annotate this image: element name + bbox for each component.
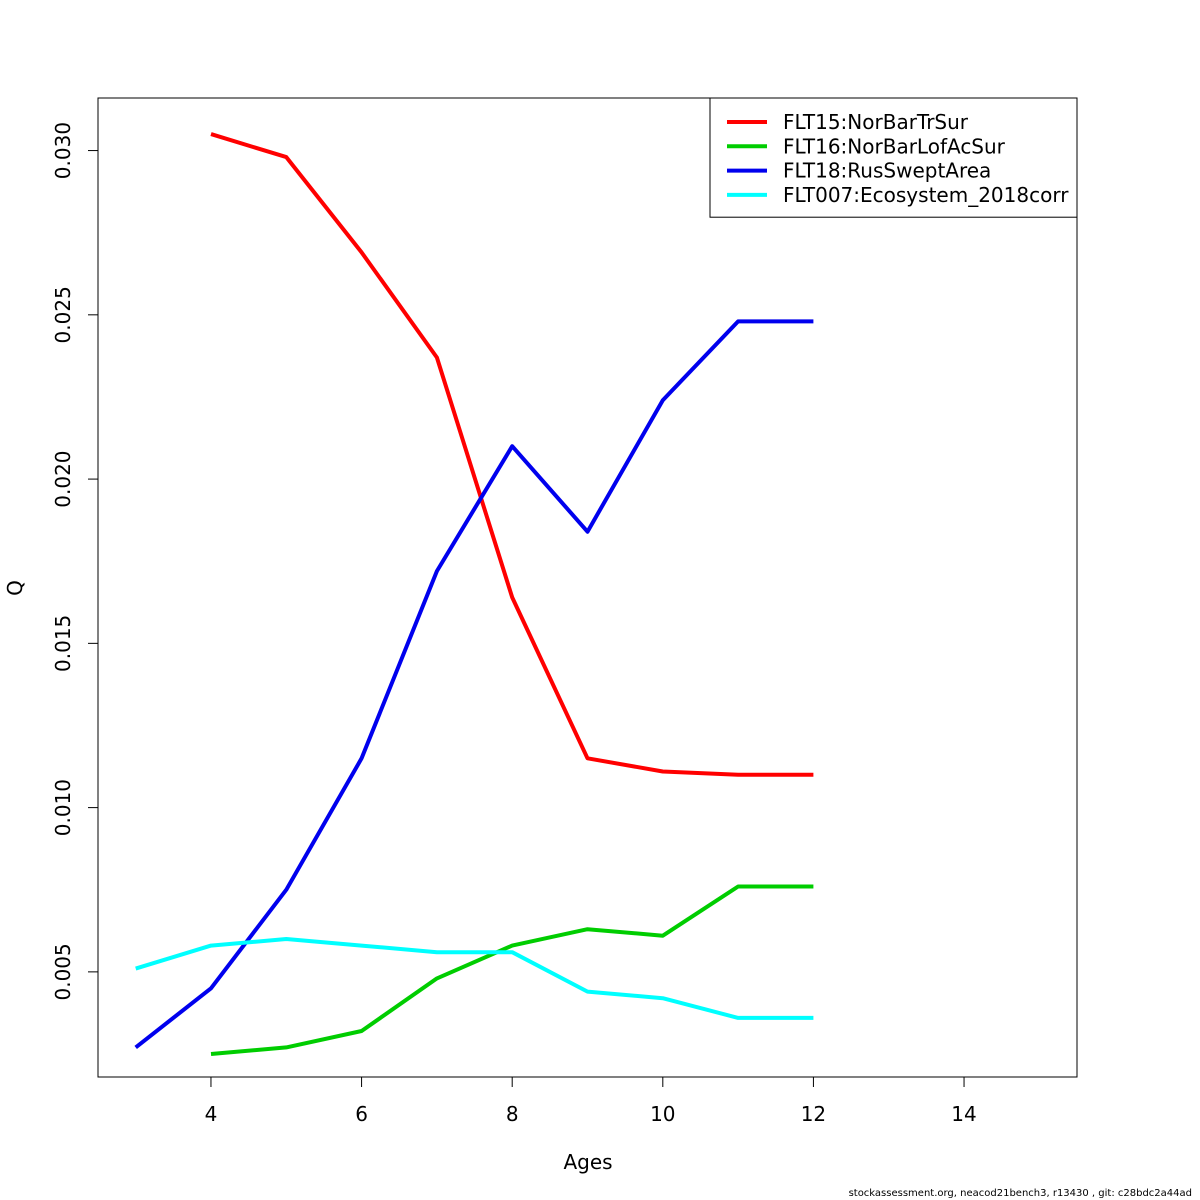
x-tick-label: 4 xyxy=(205,1102,218,1126)
legend-label: FLT007:Ecosystem_2018corr xyxy=(783,183,1069,207)
y-tick-label: 0.015 xyxy=(51,615,75,672)
legend-box xyxy=(709,97,1078,218)
legend-label: FLT16:NorBarLofAcSur xyxy=(783,134,1006,158)
y-axis-title: Q xyxy=(3,580,27,596)
y-axis: 0.005 0.010 0.015 0.020 0.025 0.030 xyxy=(51,122,99,1001)
series-line-1 xyxy=(210,132,814,777)
y-tick-label: 0.005 xyxy=(51,943,75,1000)
series-line-2 xyxy=(210,884,814,1056)
x-tick-label: 10 xyxy=(650,1102,675,1126)
y-tick-label: 0.020 xyxy=(51,450,75,507)
x-tick-label: 8 xyxy=(506,1102,519,1126)
series-line-4 xyxy=(135,937,814,1020)
legend-label: FLT15:NorBarTrSur xyxy=(783,110,969,134)
x-axis: 4 6 8 10 12 14 xyxy=(205,1076,977,1126)
y-tick-label: 0.025 xyxy=(51,286,75,343)
series-line-3 xyxy=(134,319,814,1049)
x-tick-label: 6 xyxy=(355,1102,368,1126)
y-tick-label: 0.030 xyxy=(51,122,75,179)
legend-label: FLT18:RusSweptArea xyxy=(783,159,991,183)
series-layer xyxy=(134,132,814,1056)
x-tick-label: 12 xyxy=(801,1102,826,1126)
legend: FLT15:NorBarTrSurFLT16:NorBarLofAcSurFLT… xyxy=(709,97,1078,218)
footer-source-text: stockassessment.org, neacod21bench3, r13… xyxy=(848,1188,1192,1199)
x-tick-label: 14 xyxy=(951,1102,976,1126)
y-tick-label: 0.010 xyxy=(51,779,75,836)
x-axis-title: Ages xyxy=(563,1150,612,1174)
